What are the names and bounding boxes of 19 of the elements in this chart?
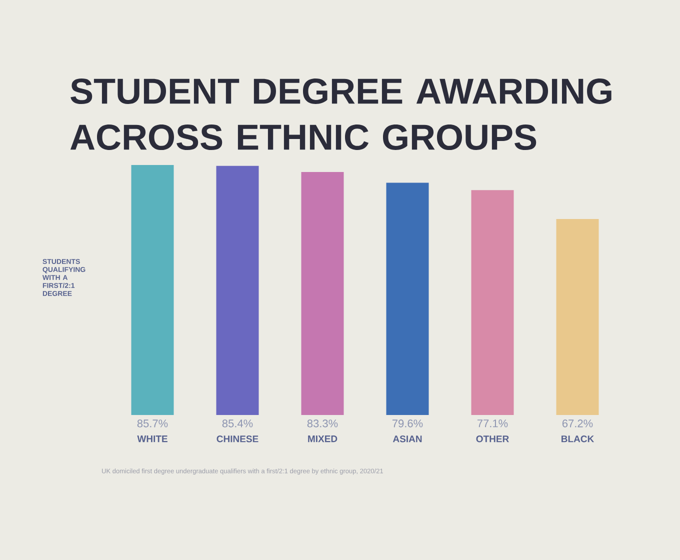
data-label: 79.6% bbox=[392, 420, 423, 428]
data-label: 85.7% bbox=[137, 420, 168, 428]
x-tick-label: WHITE bbox=[137, 436, 168, 442]
bar bbox=[131, 164, 174, 415]
x-tick-label: BLACK bbox=[562, 436, 594, 442]
data-label: 67.2% bbox=[562, 420, 593, 428]
data-label: 77.1% bbox=[477, 420, 508, 428]
bar bbox=[556, 218, 599, 415]
bar bbox=[471, 190, 514, 415]
x-tick-label: MIXED bbox=[308, 436, 338, 442]
x-tick-label: CHINESE bbox=[216, 436, 258, 442]
x-tick-label: OTHER bbox=[476, 436, 509, 442]
data-label: 85.4% bbox=[222, 420, 253, 428]
bar bbox=[386, 182, 429, 415]
bar bbox=[216, 166, 259, 415]
bar bbox=[301, 172, 344, 415]
x-tick-label: ASIAN bbox=[392, 436, 422, 442]
data-label: 83.3% bbox=[307, 420, 338, 428]
chart-title: STUDENT DEGREE AWARDING ACROSS ETHNIC GROUPS bbox=[70, 78, 612, 150]
